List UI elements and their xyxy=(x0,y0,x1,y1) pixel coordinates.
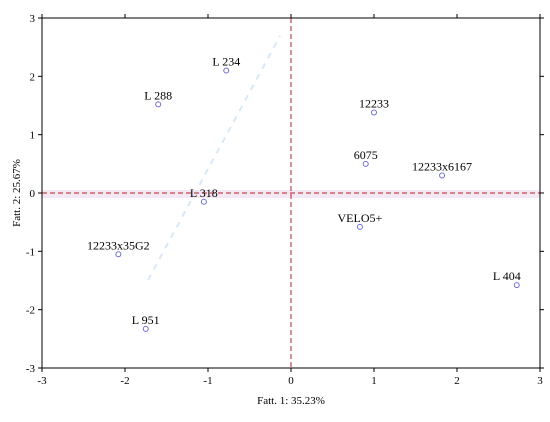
y-tick-label: -1 xyxy=(26,246,35,258)
point-label: L 288 xyxy=(144,88,172,102)
y-axis-ticks: -3 -2 -1 0 1 2 3 xyxy=(26,13,544,375)
point-label: 12233x35G2 xyxy=(87,238,150,252)
y-tick-label: 3 xyxy=(30,13,36,25)
x-tick-label: -3 xyxy=(37,375,47,387)
x-axis-title: Fatt. 1: 35.23% xyxy=(257,395,325,407)
y-tick-label: -3 xyxy=(26,363,36,375)
point-label: VELO5+ xyxy=(338,211,383,225)
data-point xyxy=(155,101,162,108)
y-tick-label: 1 xyxy=(30,130,36,142)
data-point xyxy=(200,198,207,205)
y-tick-label: -2 xyxy=(26,305,35,317)
plot-frame xyxy=(41,17,541,369)
data-point xyxy=(115,251,122,258)
point-label: 12233 xyxy=(359,97,389,111)
data-point xyxy=(223,67,230,74)
data-point xyxy=(362,160,369,167)
point-label: L 318 xyxy=(190,186,218,200)
point-label: 6075 xyxy=(354,148,378,162)
points-layer: L 234 L 288 12233 6075 12233x6167 L 318 VELO5+… xyxy=(87,55,521,332)
data-point xyxy=(513,282,520,289)
data-point xyxy=(371,109,377,116)
data-point xyxy=(356,223,363,230)
diagonal-band xyxy=(147,35,281,281)
x-tick-label: 2 xyxy=(454,375,460,387)
point-label: 12233x6167 xyxy=(412,160,472,174)
x-tick-label: -2 xyxy=(120,375,129,387)
x-tick-label: 1 xyxy=(371,375,377,387)
x-tick-label: -1 xyxy=(203,375,212,387)
x-tick-label: 0 xyxy=(288,375,294,387)
y-tick-label: 0 xyxy=(30,188,36,200)
data-point xyxy=(142,325,149,332)
x-axis-ticks: -3 -2 -1 0 1 2 3 xyxy=(37,14,543,387)
point-label: L 404 xyxy=(493,269,521,283)
data-point xyxy=(439,172,446,179)
point-label: L 234 xyxy=(212,55,240,69)
y-axis-title: Fatt. 2: 25.67% xyxy=(11,159,23,227)
reference-lines xyxy=(42,18,540,368)
point-label: L 951 xyxy=(132,313,160,327)
y-tick-label: 2 xyxy=(30,71,36,83)
x-tick-label: 3 xyxy=(537,375,543,387)
